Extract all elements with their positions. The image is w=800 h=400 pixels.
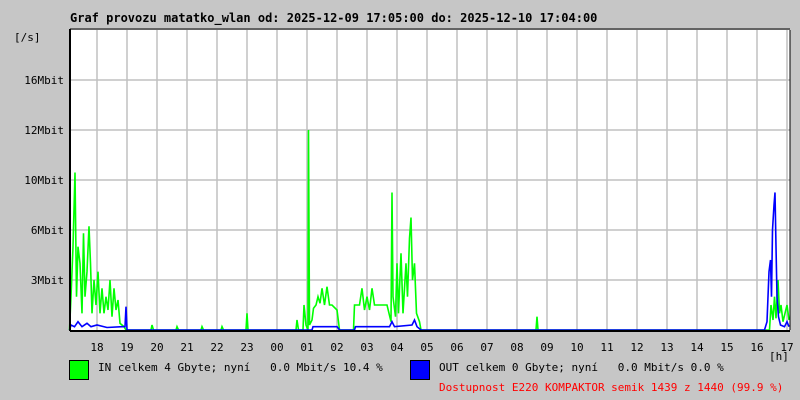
legend-in-text: IN celkem 4 Gbyte; nyní 0.0 Mbit/s 10.4 … — [98, 361, 383, 374]
x-tick-label: 10 — [570, 341, 583, 354]
legend-out-text: OUT celkem 0 Gbyte; nyní 0.0 Mbit/s 0.0 … — [439, 361, 724, 374]
x-tick-label: 18 — [90, 341, 103, 354]
x-tick-label: 02 — [330, 341, 343, 354]
x-tick-label: 11 — [600, 341, 613, 354]
x-tick-label: 23 — [240, 341, 253, 354]
chart-title: Graf provozu matatko_wlan od: 2025-12-09… — [70, 11, 598, 25]
series-line-out — [68, 192, 790, 331]
y-tick-label: 6Mbit — [31, 224, 64, 237]
x-tick-label: 00 — [270, 341, 283, 354]
x-tick-label: 14 — [690, 341, 704, 354]
legend-out-swatch — [410, 360, 430, 380]
y-tick-label: 10Mbit — [24, 174, 64, 187]
x-tick-label: 05 — [420, 341, 433, 354]
y-axis-label: [/s] — [14, 31, 41, 44]
x-tick-label: 13 — [660, 341, 673, 354]
x-tick-label: 15 — [720, 341, 733, 354]
x-tick-label: 12 — [630, 341, 643, 354]
series-line-in — [68, 129, 790, 331]
y-tick-label: 16Mbit — [24, 74, 64, 87]
x-tick-label: 07 — [480, 341, 493, 354]
x-tick-label: 09 — [540, 341, 553, 354]
x-tick-label: 03 — [360, 341, 373, 354]
x-tick-label: 16 — [750, 341, 763, 354]
y-tick-label: 12Mbit — [24, 124, 64, 137]
x-tick-label: 20 — [150, 341, 163, 354]
x-tick-label: 04 — [390, 341, 404, 354]
x-tick-label: 22 — [210, 341, 223, 354]
y-tick-label: 3Mbit — [31, 274, 64, 287]
x-tick-label: 08 — [510, 341, 523, 354]
legend-in-swatch — [69, 360, 89, 380]
x-tick-label: 06 — [450, 341, 463, 354]
x-tick-label: 19 — [120, 341, 133, 354]
x-axis-label: [h] — [769, 350, 789, 363]
availability-text: Dostupnost E220 KOMPAKTOR semik 1439 z 1… — [439, 381, 784, 394]
x-tick-label: 17 — [780, 341, 793, 354]
x-tick-label: 21 — [180, 341, 193, 354]
x-tick-label: 01 — [300, 341, 313, 354]
